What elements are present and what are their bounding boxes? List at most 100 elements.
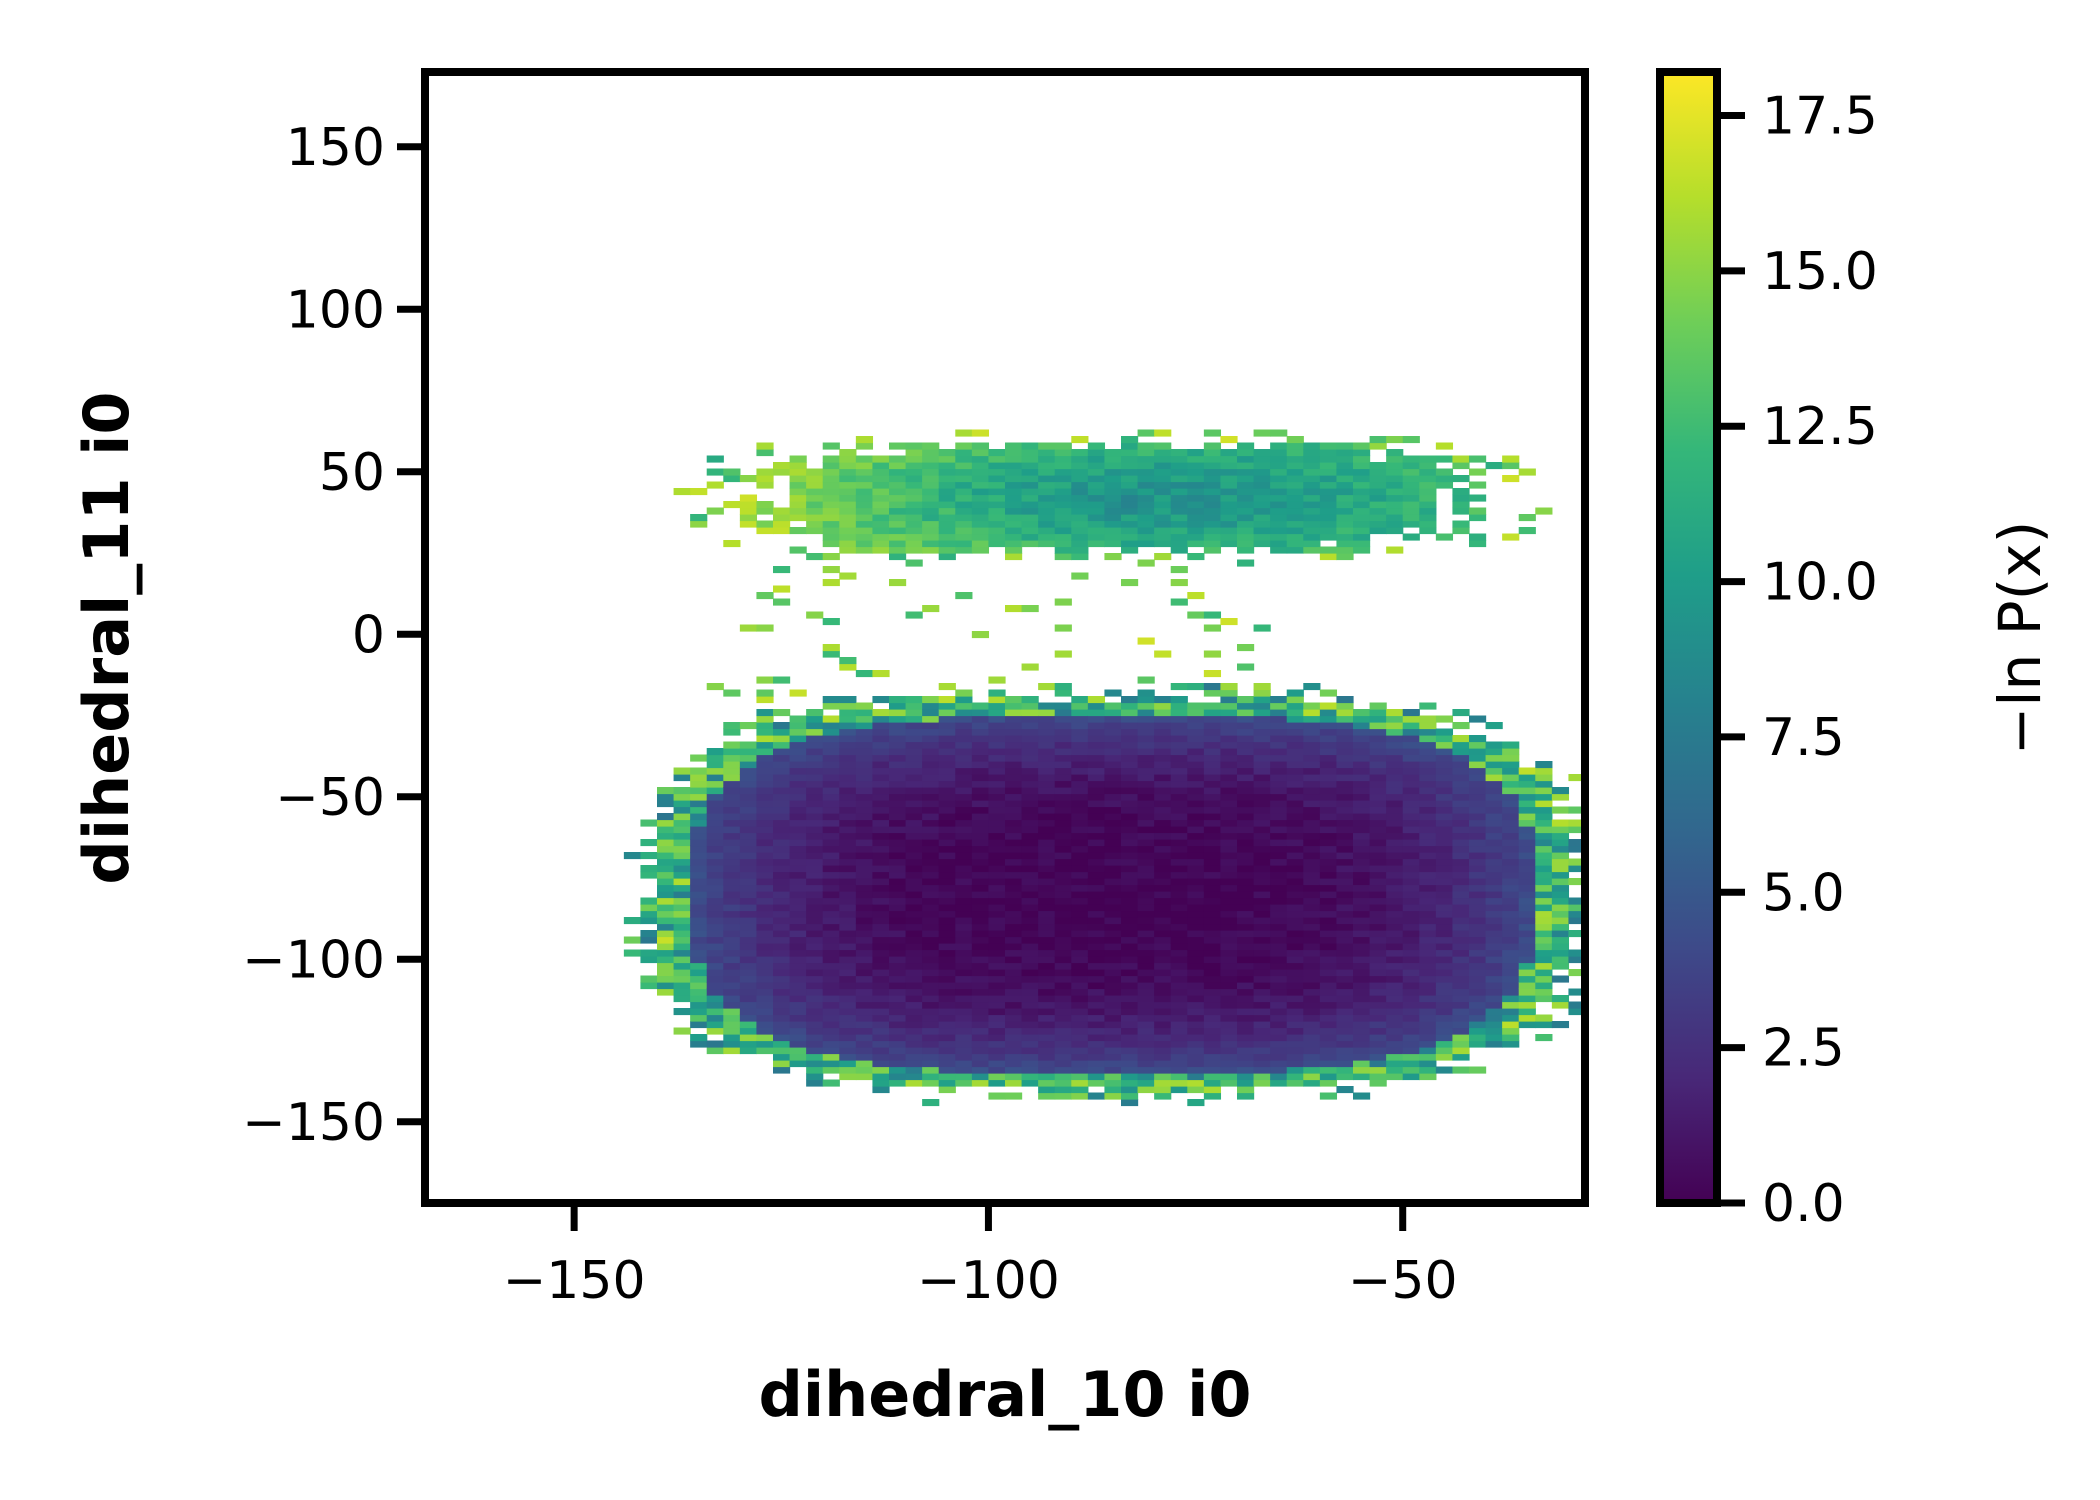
heatmap-cell <box>1336 475 1354 483</box>
heatmap-cell <box>1286 1008 1304 1016</box>
heatmap-cell <box>1187 943 1205 951</box>
heatmap-cell <box>739 852 758 860</box>
heatmap-cell <box>1121 904 1139 912</box>
heatmap-cell <box>889 767 907 775</box>
heatmap-cell <box>1369 871 1387 879</box>
heatmap-cell <box>1353 962 1371 970</box>
heatmap-cell <box>1087 923 1106 931</box>
heatmap-cell <box>1187 780 1205 788</box>
heatmap-cell <box>756 962 774 970</box>
heatmap-cell <box>1319 1047 1338 1055</box>
heatmap-cell <box>905 1001 923 1009</box>
heatmap-cell <box>1369 800 1387 808</box>
heatmap-cell <box>822 618 840 626</box>
heatmap-cell <box>855 956 874 964</box>
heatmap-cell <box>1237 1021 1255 1029</box>
heatmap-cell <box>1253 800 1271 808</box>
heatmap-cell <box>1021 722 1039 730</box>
heatmap-cell <box>905 806 923 814</box>
heatmap-cell <box>938 449 956 457</box>
heatmap-cell <box>1220 754 1238 762</box>
heatmap-cell <box>1435 774 1454 782</box>
heatmap-cell <box>1137 852 1155 860</box>
heatmap-cell <box>1237 1053 1255 1061</box>
heatmap-cell <box>822 878 840 886</box>
heatmap-cell <box>938 995 956 1003</box>
heatmap-cell <box>1121 494 1139 502</box>
heatmap-cell <box>1187 975 1205 983</box>
heatmap-cell <box>1237 722 1255 730</box>
heatmap-cell <box>1502 910 1520 918</box>
heatmap-cell <box>1203 748 1222 756</box>
heatmap-cell <box>1104 1079 1122 1087</box>
heatmap-cell <box>1502 832 1520 840</box>
heatmap-cell <box>1286 494 1304 502</box>
heatmap-cell <box>955 540 973 548</box>
heatmap-cell <box>855 988 874 996</box>
heatmap-cell <box>988 507 1006 515</box>
heatmap-cell <box>1087 442 1106 450</box>
heatmap-cell <box>971 709 990 717</box>
heatmap-cell <box>1535 982 1553 990</box>
heatmap-cell <box>1154 988 1172 996</box>
heatmap-cell <box>1568 826 1585 834</box>
heatmap-cell <box>1502 936 1520 944</box>
heatmap-cell <box>1005 546 1023 554</box>
heatmap-cell <box>1071 1079 1089 1087</box>
heatmap-cell <box>822 852 840 860</box>
heatmap-cell <box>773 917 791 925</box>
heatmap-cell <box>822 494 840 502</box>
heatmap-cell <box>1220 702 1238 710</box>
heatmap-cell <box>1386 910 1404 918</box>
heatmap-cell <box>1104 462 1122 470</box>
heatmap-cell <box>1220 741 1238 749</box>
heatmap-cell <box>1021 663 1039 671</box>
heatmap-cell <box>955 1079 973 1087</box>
heatmap-cell <box>1369 780 1387 788</box>
heatmap-cell <box>1104 826 1122 834</box>
heatmap-cell <box>1502 845 1520 853</box>
heatmap-cell <box>789 975 807 983</box>
heatmap-cell <box>1071 813 1089 821</box>
heatmap-cell <box>855 481 874 489</box>
heatmap-cell <box>1502 819 1520 827</box>
heatmap-cell <box>706 1040 724 1048</box>
heatmap-cell <box>1402 969 1420 977</box>
heatmap-cell <box>1005 1021 1023 1029</box>
heatmap-cell <box>657 858 675 866</box>
heatmap-cell <box>1054 468 1072 476</box>
heatmap-cell <box>1319 754 1338 762</box>
heatmap-cell <box>971 1008 990 1016</box>
heatmap-cell <box>1452 943 1470 951</box>
heatmap-cell <box>706 1047 724 1055</box>
heatmap-cell <box>839 956 857 964</box>
heatmap-cell <box>706 949 724 957</box>
heatmap-cell <box>855 1021 874 1029</box>
heatmap-cell <box>1270 819 1288 827</box>
heatmap-cell <box>938 514 956 522</box>
heatmap-cell <box>1402 930 1420 938</box>
heatmap-cell <box>872 1034 890 1042</box>
heatmap-cell <box>1137 468 1155 476</box>
heatmap-cell <box>889 1053 907 1061</box>
heatmap-cell <box>1319 923 1338 931</box>
heatmap-cell <box>756 904 774 912</box>
heatmap-cell <box>1137 637 1155 645</box>
heatmap-cell <box>1270 475 1288 483</box>
heatmap-cell <box>1353 455 1371 463</box>
heatmap-cell <box>1005 852 1023 860</box>
heatmap-cell <box>773 819 791 827</box>
heatmap-cell <box>1220 956 1238 964</box>
heatmap-cell <box>1469 839 1487 847</box>
heatmap-cell <box>1087 767 1106 775</box>
heatmap-cell <box>1237 826 1255 834</box>
heatmap-cell <box>1419 936 1437 944</box>
heatmap-cell <box>1071 1047 1089 1055</box>
heatmap-cell <box>789 813 807 821</box>
heatmap-cell <box>1469 871 1487 879</box>
heatmap-cell <box>889 1040 907 1048</box>
heatmap-cell <box>690 1021 708 1029</box>
heatmap-cell <box>1402 852 1420 860</box>
heatmap-cell <box>1303 787 1321 795</box>
heatmap-cell <box>1038 683 1056 691</box>
